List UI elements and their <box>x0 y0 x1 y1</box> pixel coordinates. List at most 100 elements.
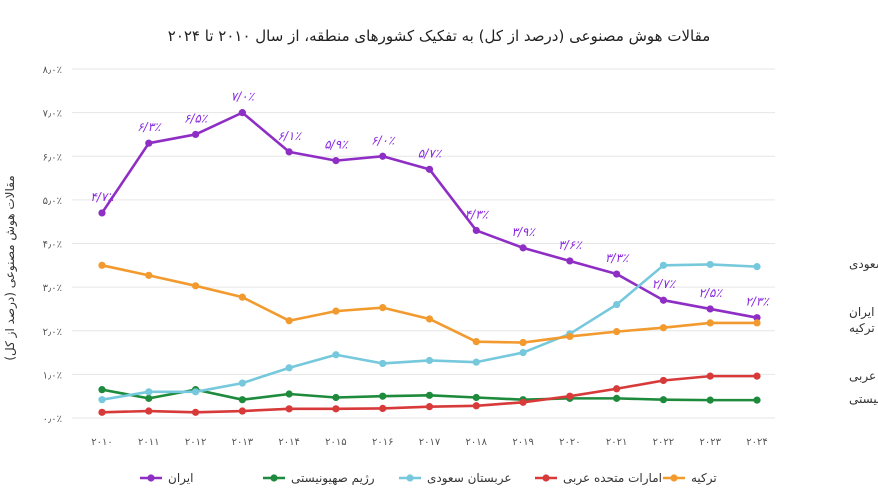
x-tick-label: ۲۰۱۶ <box>372 437 393 448</box>
data-point <box>238 109 246 117</box>
legend-item-label: ایران <box>168 471 193 486</box>
data-label: ۶/۳٪ <box>137 120 162 134</box>
data-point <box>519 398 527 406</box>
data-point <box>566 392 574 400</box>
data-point <box>613 394 621 402</box>
data-label: ۴/۳٪ <box>465 207 490 221</box>
data-point <box>191 388 200 396</box>
data-point <box>191 282 200 290</box>
data-point <box>145 407 153 415</box>
y-tick-label: ۷٫۰٪ <box>43 109 62 120</box>
data-label: ۶/۱٪ <box>277 129 302 143</box>
data-point <box>285 364 293 372</box>
data-label: ۲/۳٪ <box>745 295 770 309</box>
data-point <box>659 296 668 304</box>
data-point <box>659 376 668 385</box>
legend-item-label: رژیم صهیونیستی <box>291 471 375 486</box>
data-point <box>472 338 480 346</box>
data-point <box>472 226 480 235</box>
data-point <box>379 392 387 400</box>
x-tick-label: ۲۰۱۴ <box>278 437 299 448</box>
data-point <box>332 393 340 402</box>
legend: ایران رژیم صهیونیستی عربستان سعودی امارات م… <box>140 471 717 486</box>
series-end-label: عربستان سعودی <box>849 257 878 272</box>
data-point <box>472 393 480 402</box>
data-point <box>472 358 480 366</box>
data-point <box>706 260 714 269</box>
data-point <box>145 139 153 147</box>
data-point <box>285 390 293 398</box>
y-tick-label: ۸٫۰٪ <box>43 65 62 76</box>
x-tick-label: ۲۰۲۰ <box>559 437 580 448</box>
y-axis-ticks: ۰٫۰٪ ۱٫۰٪ ۲٫۰٪ ۳٫۰٪ ۴٫۰٪ ۵٫۰٪ ۶٫۰٪ ۷٫۰٪ ۸٫۰٪ <box>43 65 62 425</box>
data-point <box>706 372 714 380</box>
data-point <box>566 257 574 265</box>
x-tick-label: ۲۰۱۳ <box>232 437 254 448</box>
data-point <box>238 293 246 301</box>
data-point <box>753 396 761 404</box>
series-end-label: امارات متحده عربی <box>849 369 878 384</box>
data-labels: ۴/۷٪ ۶/۳٪ ۶/۵٪ ۷/۰٪ ۶/۱٪ ۵/۹٪ ۶/۰٪ ۵/۷٪ ۴/۳٪ ۳/۹٪… <box>90 90 770 309</box>
data-label: ۶/۵٪ <box>184 111 209 125</box>
data-label: ۳/۳٪ <box>605 251 630 265</box>
x-tick-label: ۲۰۱۰ <box>91 437 112 448</box>
x-tick-label: ۲۰۱۷ <box>419 437 441 448</box>
series-end-label: ترکیه <box>849 321 875 336</box>
x-tick-label: ۲۰۱۲ <box>185 437 206 448</box>
data-point <box>98 209 106 217</box>
y-tick-label: ۲٫۰٪ <box>43 327 62 338</box>
legend-swatch-dot <box>147 474 155 482</box>
data-point <box>519 338 527 347</box>
data-label: ۳/۹٪ <box>511 225 536 239</box>
legend-swatch-dot <box>270 474 278 482</box>
y-tick-label: ۵٫۰٪ <box>43 196 62 207</box>
data-point <box>285 317 293 325</box>
data-point <box>238 379 246 387</box>
x-tick-label: ۲۰۱۸ <box>466 437 488 448</box>
data-label: ۴/۷٪ <box>90 190 115 204</box>
data-point <box>706 305 714 313</box>
data-point <box>191 130 200 139</box>
data-point <box>659 396 668 404</box>
data-point <box>332 351 340 359</box>
data-point <box>238 407 246 415</box>
legend-item-label: عربستان سعودی <box>427 471 512 486</box>
data-point <box>379 304 387 312</box>
y-tick-label: ۰٫۰٪ <box>43 414 62 425</box>
y-tick-label: ۴٫۰٪ <box>43 240 62 251</box>
data-point <box>145 394 153 402</box>
data-point <box>285 148 293 156</box>
data-point <box>332 157 340 165</box>
data-point <box>566 332 574 341</box>
data-point <box>472 402 480 410</box>
data-point <box>332 405 340 413</box>
data-point <box>285 405 293 413</box>
gridlines <box>72 68 775 419</box>
data-point <box>519 348 527 357</box>
data-point <box>425 165 434 173</box>
data-point <box>98 396 106 404</box>
legend-item-label: امارات متحده عربی <box>563 471 662 486</box>
chart-title: مقالات هوش مصنوعی (درصد از کل) به تفکیک … <box>168 27 710 45</box>
series-end-label: ایران <box>849 305 874 320</box>
series-lines <box>98 109 761 416</box>
data-label: ۶/۰٪ <box>371 133 396 147</box>
data-point <box>98 386 106 394</box>
data-label: ۵/۹٪ <box>324 138 349 152</box>
x-tick-label: ۲۰۲۲ <box>653 437 674 448</box>
x-tick-label: ۲۰۱۹ <box>512 437 533 448</box>
x-tick-label: ۲۰۱۵ <box>325 437 346 448</box>
data-point <box>98 261 106 269</box>
data-point <box>191 408 200 416</box>
legend-swatch-dot <box>670 474 678 482</box>
data-point <box>613 328 621 336</box>
data-point <box>753 263 761 271</box>
data-point <box>613 385 621 393</box>
x-tick-label: ۲۰۲۱ <box>606 437 627 448</box>
data-label: ۳/۶٪ <box>558 238 583 252</box>
data-label: ۵/۷٪ <box>418 146 443 160</box>
y-tick-label: ۱٫۰٪ <box>43 370 62 381</box>
data-point <box>753 372 761 380</box>
